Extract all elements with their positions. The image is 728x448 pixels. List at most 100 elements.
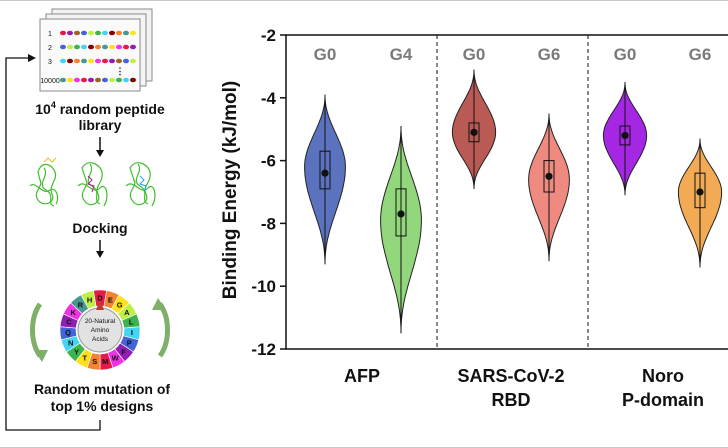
wheel-letter: F <box>121 347 126 356</box>
y-axis-title: Binding Energy (kJ/mol) <box>220 81 241 300</box>
library-row-number: 10000 <box>40 78 60 85</box>
wheel-letter: L <box>129 318 134 327</box>
wheel-center-label-2: Amino <box>91 327 110 334</box>
violin-noro-g0: G0 <box>602 45 648 196</box>
wheel-letter: D <box>97 294 103 303</box>
wheel-letter: E <box>108 295 113 304</box>
violin-afp-g4: G4 <box>380 45 422 334</box>
wheel-letter: G <box>117 300 123 309</box>
wheel-center-label-1: 20-Natural <box>85 318 116 325</box>
violin-label: G4 <box>390 45 413 64</box>
violin-iqr-box <box>694 172 706 209</box>
violin-noro-g6: G6 <box>677 45 723 268</box>
wheel-cycle-arrow-right <box>157 302 170 358</box>
residue-dot <box>123 77 129 83</box>
residue-dot <box>130 44 136 50</box>
wheel-letter: P <box>127 338 132 347</box>
residue-dot <box>88 77 94 83</box>
y-axis: -2 -4 -6 -8 -10 -12 <box>251 26 286 359</box>
residue-dot <box>95 30 101 36</box>
violin-chart: G0 G4 G0 G6 G0 G6 -2 -4 -6 -8 -10 -12 AFP SARS-CoV-… <box>220 26 728 410</box>
violin-label: G6 <box>689 45 712 64</box>
violin-sars-g6: G6 <box>528 45 570 262</box>
residue-dot <box>67 77 73 83</box>
violin-iqr-box <box>468 122 480 143</box>
wheel-letter: S <box>92 357 97 366</box>
feedback-loop-arrowhead <box>28 54 36 62</box>
wheel-letter: I <box>131 328 133 337</box>
flow-arrowhead-1 <box>96 150 104 157</box>
residue-dot <box>67 44 73 50</box>
violin-iqr-box <box>543 160 555 193</box>
residue-dot <box>109 30 115 36</box>
violin-iqr-box <box>395 188 407 237</box>
residue-dot <box>116 44 122 50</box>
residue-dot <box>67 58 73 64</box>
violin-median-point <box>621 131 629 140</box>
violin-afp-g0: G0 <box>304 45 346 265</box>
x-group-label: SARS-CoV-2 <box>457 366 564 386</box>
residue-dot <box>123 30 129 36</box>
wheel-letter: R <box>78 300 84 309</box>
wheel-letter: T <box>82 354 87 363</box>
residue-dot <box>74 77 80 83</box>
residue-dot <box>123 58 129 64</box>
residue-dot <box>109 44 115 50</box>
library-label-line1: 104 random peptide <box>35 100 165 117</box>
x-group-label: P-domain <box>622 390 704 410</box>
residue-dot <box>116 77 122 83</box>
wheel-letter: K <box>70 308 76 317</box>
residue-dot <box>109 77 115 83</box>
x-group-labels: AFP SARS-CoV-2 RBD Noro P-domain <box>344 366 704 410</box>
wheel-letter: N <box>68 338 73 347</box>
violin-median-point <box>470 128 478 136</box>
residue-dot <box>81 77 87 83</box>
residue-dot <box>102 30 108 36</box>
x-group-label: Noro <box>642 366 684 386</box>
residue-dot <box>60 77 66 83</box>
residue-dot <box>95 44 101 50</box>
wheel-letter: Y <box>74 347 79 356</box>
residue-dot <box>81 58 87 64</box>
residue-dot <box>95 58 101 64</box>
violin-iqr-box <box>619 125 631 146</box>
library-label-line2: library <box>79 117 122 133</box>
violin-label: G6 <box>538 45 561 64</box>
residue-dot <box>95 77 101 83</box>
residue-dot <box>102 44 108 50</box>
residue-dot <box>60 44 66 50</box>
residue-dot <box>130 30 136 36</box>
mutation-label-line2: top 1% designs <box>51 398 154 414</box>
x-group-label: AFP <box>344 366 380 386</box>
y-tick-label: -6 <box>261 152 276 171</box>
residue-dot <box>116 30 122 36</box>
docking-protein-images <box>29 162 156 207</box>
residue-dot <box>123 44 129 50</box>
y-tick-label: -8 <box>261 214 276 233</box>
residue-dot <box>60 30 66 36</box>
wheel-pointer <box>96 300 104 310</box>
residue-dot <box>109 58 115 64</box>
library-row-number: 3 <box>48 59 52 66</box>
residue-dot <box>130 77 136 83</box>
wheel-letter: A <box>124 308 130 317</box>
library-row-number: 1 <box>48 31 52 38</box>
library-ellipsis: ⋮ <box>116 66 125 76</box>
residue-dot <box>88 30 94 36</box>
violin-label: G0 <box>314 45 337 64</box>
library-row-number: 2 <box>48 45 52 52</box>
violin-median-point <box>696 188 704 196</box>
y-tick-label: -12 <box>251 340 276 359</box>
docking-label: Docking <box>72 220 127 236</box>
violin-median-point <box>397 210 405 218</box>
residue-dot <box>88 44 94 50</box>
violin-label: G0 <box>463 45 486 64</box>
residue-dot <box>102 77 108 83</box>
feedback-loop-line <box>5 57 101 431</box>
residue-dot <box>130 58 136 64</box>
library-cards: 1 2 3 10000 ⋮ <box>39 8 153 92</box>
x-group-label: RBD <box>492 390 531 410</box>
ligand-highlights <box>43 157 147 193</box>
